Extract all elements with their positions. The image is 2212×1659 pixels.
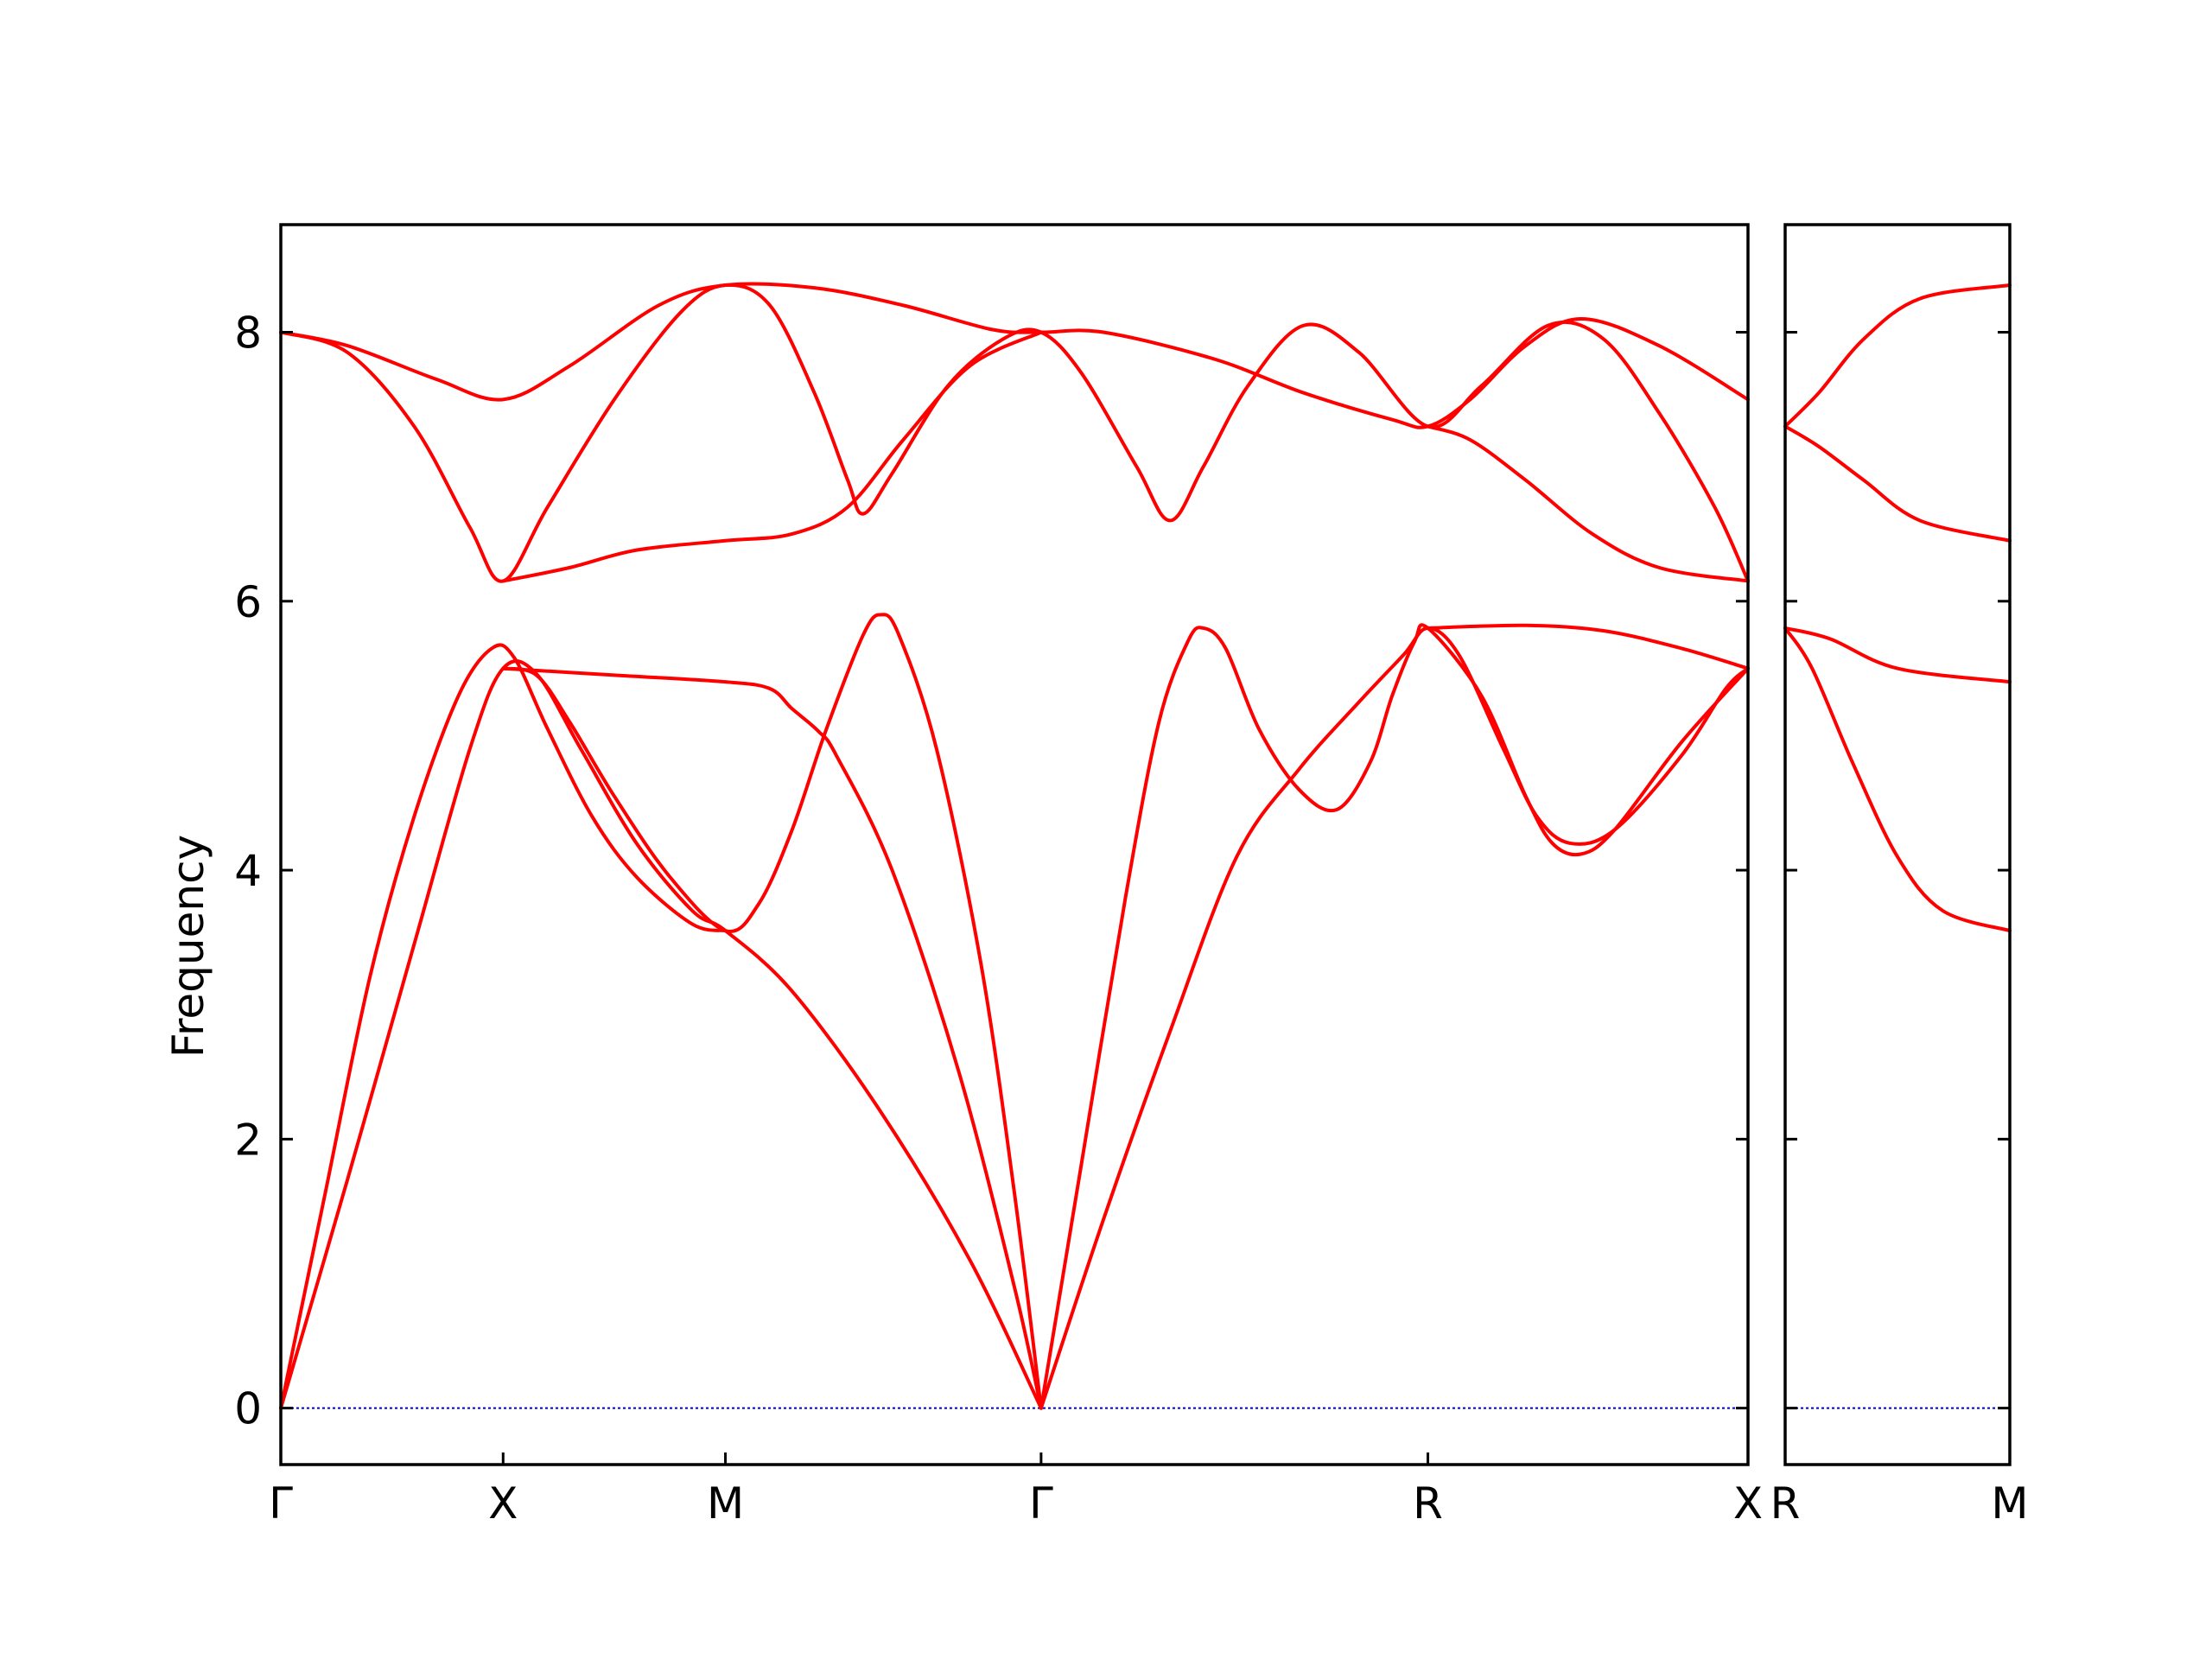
plot-frame <box>279 223 1750 1466</box>
plot-frame <box>1783 223 2012 1466</box>
panel-1: Γ X M Γ R X 0 2 4 6 8 <box>234 223 1763 1529</box>
band-series-11 <box>1426 424 1750 583</box>
band-series-4 <box>501 666 1043 1410</box>
band-series-6 <box>1039 626 1750 1410</box>
y-axis-label: Frequency <box>163 835 213 1058</box>
y-tick-label: 4 <box>234 846 262 896</box>
x-tick-label: Γ <box>1029 1478 1053 1529</box>
x-tick-label: M <box>707 1478 744 1529</box>
band-series-2 <box>279 643 728 1410</box>
band-series-1 <box>279 659 1043 1410</box>
band-series-8 <box>279 282 1750 429</box>
band-series-2 <box>1783 424 2012 543</box>
x-tick-label: M <box>1991 1478 2028 1529</box>
band-series-5 <box>1039 623 1750 1410</box>
band-series-3 <box>501 613 1043 1410</box>
y-tick-label: 2 <box>234 1115 262 1165</box>
band-series-1 <box>1783 283 2012 429</box>
y-tick-label: 8 <box>234 308 262 359</box>
x-tick-label: R <box>1413 1478 1443 1529</box>
band-series-3 <box>1783 626 2012 684</box>
x-tick-label: R <box>1770 1478 1801 1529</box>
x-tick-label: Γ <box>269 1478 293 1529</box>
y-tick-label: 0 <box>234 1384 262 1434</box>
band-series-4 <box>1783 626 2012 933</box>
band-series-9 <box>279 283 1750 583</box>
x-tick-label: X <box>488 1478 518 1529</box>
x-tick-label: X <box>1733 1478 1763 1529</box>
y-tick-label: 6 <box>234 577 262 627</box>
band-series-10 <box>501 330 1043 583</box>
band-series-7 <box>1426 623 1750 671</box>
